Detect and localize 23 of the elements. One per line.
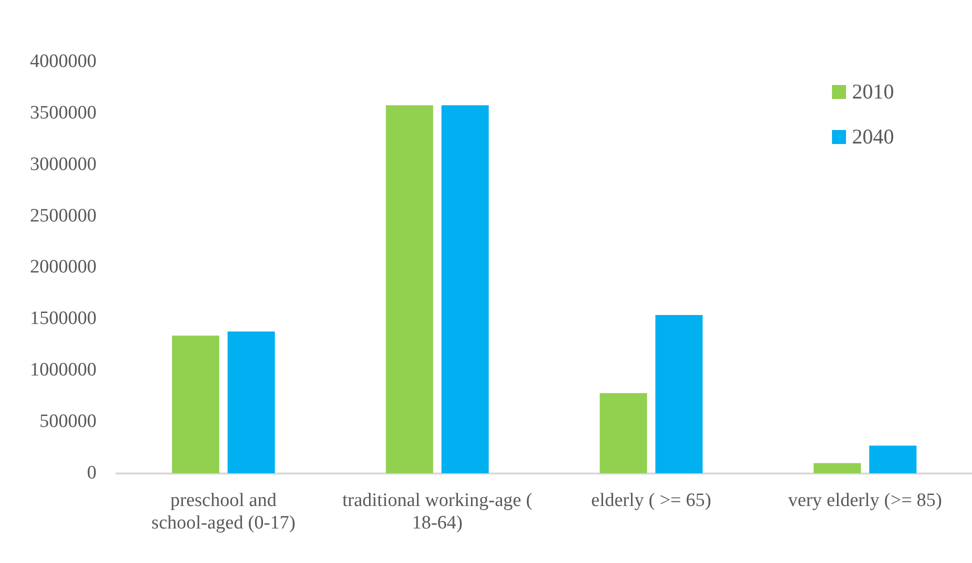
y-tick-label: 0 (87, 462, 96, 484)
x-tick-label: elderly ( >= 65) (591, 490, 712, 511)
bar (172, 336, 220, 474)
bar (814, 463, 861, 474)
y-tick-label: 3500000 (30, 102, 96, 124)
bar (869, 446, 916, 474)
y-tick-label: 4000000 (30, 50, 96, 72)
x-tick-label: preschool and school-aged (0-17) (151, 490, 296, 534)
x-tick-label: traditional working-age ( 18-64) (342, 490, 532, 534)
bar (228, 331, 275, 474)
bar (441, 105, 489, 474)
y-tick-label: 3000000 (30, 154, 96, 175)
x-tick-label: very elderly (>= 85) (788, 490, 942, 511)
legend-label: 2040 (852, 124, 894, 149)
y-tick-label: 1000000 (30, 360, 96, 381)
y-tick-label: 500000 (40, 410, 96, 432)
legend-label: 2010 (852, 80, 894, 104)
y-tick-label: 2000000 (30, 256, 96, 278)
y-tick-label: 1500000 (30, 308, 96, 330)
bar (600, 393, 648, 474)
y-tick-label: 2500000 (30, 205, 96, 226)
bar (386, 105, 434, 474)
bar (655, 315, 703, 474)
